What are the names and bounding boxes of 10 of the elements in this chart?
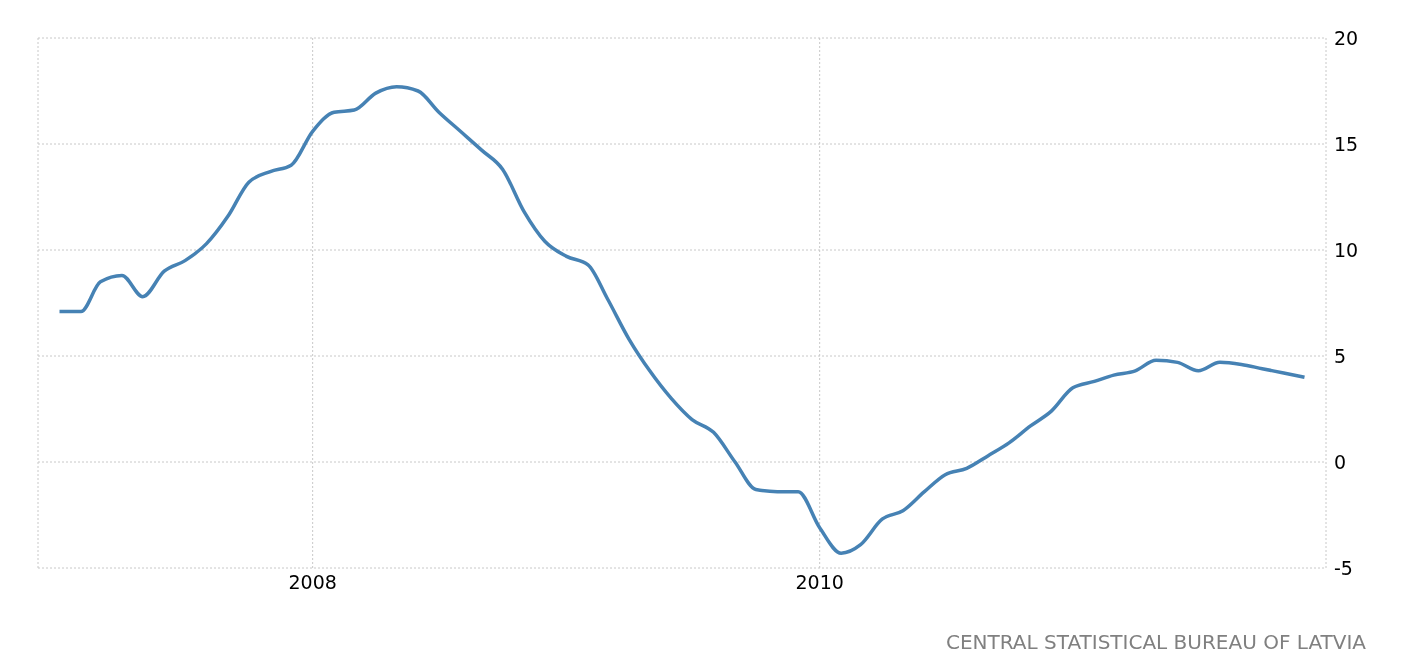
y-tick-label: 0 xyxy=(1334,450,1347,473)
x-tick-label: 2010 xyxy=(795,571,844,594)
line-series xyxy=(57,85,1307,555)
y-tick-label: 5 xyxy=(1334,344,1347,367)
y-tick-label: 20 xyxy=(1334,26,1359,49)
text: CENTRAL STATISTICAL BUREAU OF LATVIA xyxy=(946,630,1366,654)
y-tick-label: -5 xyxy=(1334,556,1353,579)
y-tick-label: 15 xyxy=(1334,132,1359,155)
x-tick-label: 2008 xyxy=(288,571,337,594)
y-tick-label: 10 xyxy=(1334,238,1359,261)
